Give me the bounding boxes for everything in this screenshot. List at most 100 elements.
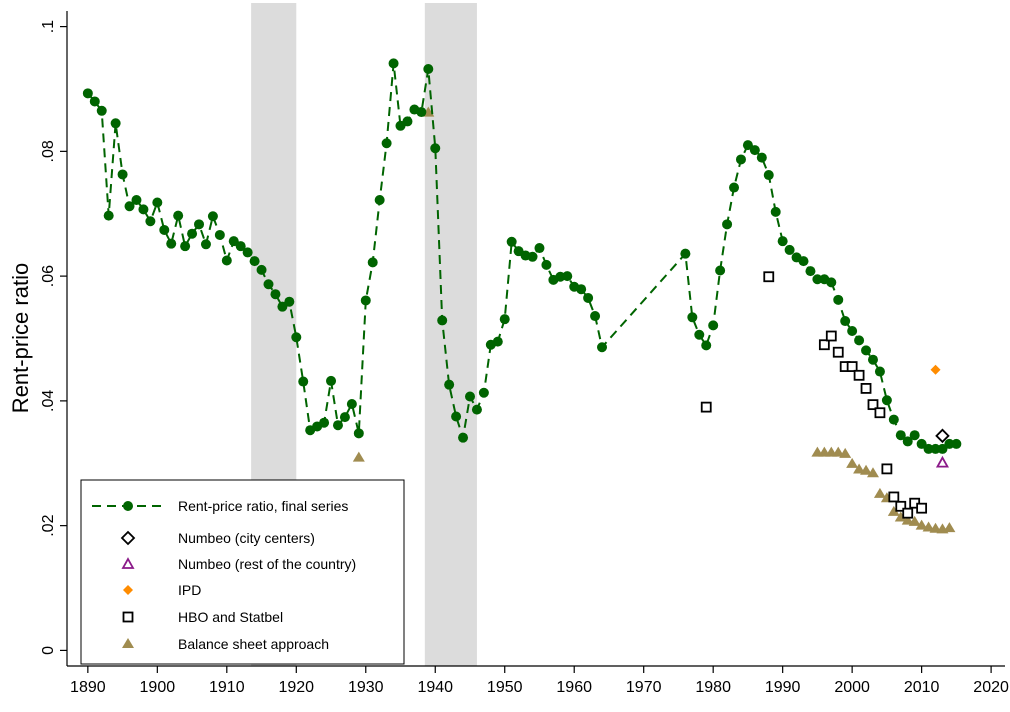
data-point — [854, 335, 865, 346]
data-point — [784, 244, 795, 255]
data-point — [187, 228, 198, 239]
data-point — [402, 116, 413, 127]
data-point — [735, 154, 746, 165]
data-point — [860, 383, 872, 394]
data-point — [937, 443, 948, 454]
data-point — [339, 412, 350, 423]
data-point — [944, 438, 955, 449]
data-point — [263, 279, 274, 290]
data-point — [881, 395, 892, 406]
data-point — [562, 271, 573, 282]
data-point — [866, 467, 879, 478]
data-point — [214, 229, 225, 240]
legend-marker — [123, 585, 133, 595]
x-tick-label: 1890 — [70, 679, 106, 696]
series-2 — [935, 455, 949, 468]
data-point — [590, 311, 601, 322]
y-tick-label: 0 — [40, 646, 57, 655]
data-point — [82, 88, 93, 99]
data-point — [860, 464, 873, 475]
data-point — [367, 257, 378, 268]
data-point — [492, 336, 503, 347]
data-point — [352, 451, 365, 462]
data-point — [888, 491, 900, 503]
data-point — [840, 316, 851, 327]
data-point — [360, 295, 371, 306]
data-point — [291, 332, 302, 343]
data-point — [874, 366, 885, 377]
data-point — [777, 236, 788, 247]
data-point — [915, 519, 928, 530]
data-point — [464, 391, 475, 402]
data-point — [846, 457, 859, 468]
data-point — [694, 329, 705, 340]
legend-marker — [123, 501, 133, 511]
data-point — [444, 379, 455, 390]
data-point — [729, 182, 740, 193]
x-tick-label: 2020 — [973, 679, 1009, 696]
data-point — [235, 241, 246, 252]
data-point — [825, 330, 837, 342]
y-tick-label: .08 — [40, 140, 57, 162]
data-point — [242, 247, 253, 258]
data-point — [110, 118, 121, 129]
data-point — [346, 399, 357, 409]
data-point — [471, 404, 482, 415]
data-point — [895, 500, 907, 512]
data-point — [381, 138, 392, 149]
data-point — [228, 236, 239, 247]
data-point — [277, 301, 288, 312]
data-point — [124, 201, 135, 212]
data-point — [388, 58, 399, 69]
data-point — [541, 259, 552, 270]
data-point — [874, 407, 886, 419]
data-point — [770, 206, 781, 217]
data-point — [687, 312, 698, 323]
data-point — [270, 289, 281, 300]
series-3 — [930, 364, 941, 375]
data-point — [805, 266, 816, 277]
data-point — [96, 105, 107, 116]
data-point — [888, 414, 899, 425]
data-point — [902, 507, 914, 519]
x-tick-label: 1970 — [626, 679, 662, 696]
data-point — [763, 170, 774, 181]
data-point — [221, 255, 232, 266]
series-1 — [935, 428, 950, 444]
data-point — [853, 369, 865, 381]
y-ticks: 0 .02 .04 .06 .08 .1 — [40, 20, 67, 655]
data-point — [832, 346, 844, 358]
data-point — [908, 515, 921, 526]
data-point — [194, 219, 205, 230]
data-point — [701, 340, 712, 351]
data-point — [499, 314, 510, 325]
data-point — [451, 411, 462, 422]
x-tick-label: 1990 — [765, 679, 801, 696]
data-point — [923, 443, 934, 454]
x-tick-label: 1980 — [695, 679, 731, 696]
y-tick-label: .04 — [40, 390, 57, 412]
data-point — [576, 284, 587, 295]
data-point — [873, 487, 886, 498]
data-point — [680, 248, 691, 259]
x-tick-label: 2010 — [904, 679, 940, 696]
x-tick-label: 1920 — [278, 679, 314, 696]
shaded-period — [424, 3, 477, 666]
data-point — [597, 342, 608, 353]
data-point — [763, 271, 775, 283]
data-point — [861, 345, 872, 356]
data-point — [867, 399, 879, 411]
legend-label: Numbeo (rest of the country) — [178, 556, 356, 572]
data-point — [298, 376, 309, 387]
y-tick-label: .02 — [40, 514, 57, 536]
x-ticks: 1890 1900 1910 1920 1930 1940 1950 1960 1970 1980… — [70, 666, 1009, 696]
series-4 — [700, 271, 928, 519]
data-point — [326, 375, 337, 386]
data-point — [249, 256, 260, 267]
data-point — [812, 274, 823, 285]
data-point — [131, 195, 142, 206]
data-point — [722, 219, 733, 230]
data-point — [458, 432, 469, 443]
legend: Rent-price ratio, final series Numbeo (ci… — [80, 479, 405, 665]
